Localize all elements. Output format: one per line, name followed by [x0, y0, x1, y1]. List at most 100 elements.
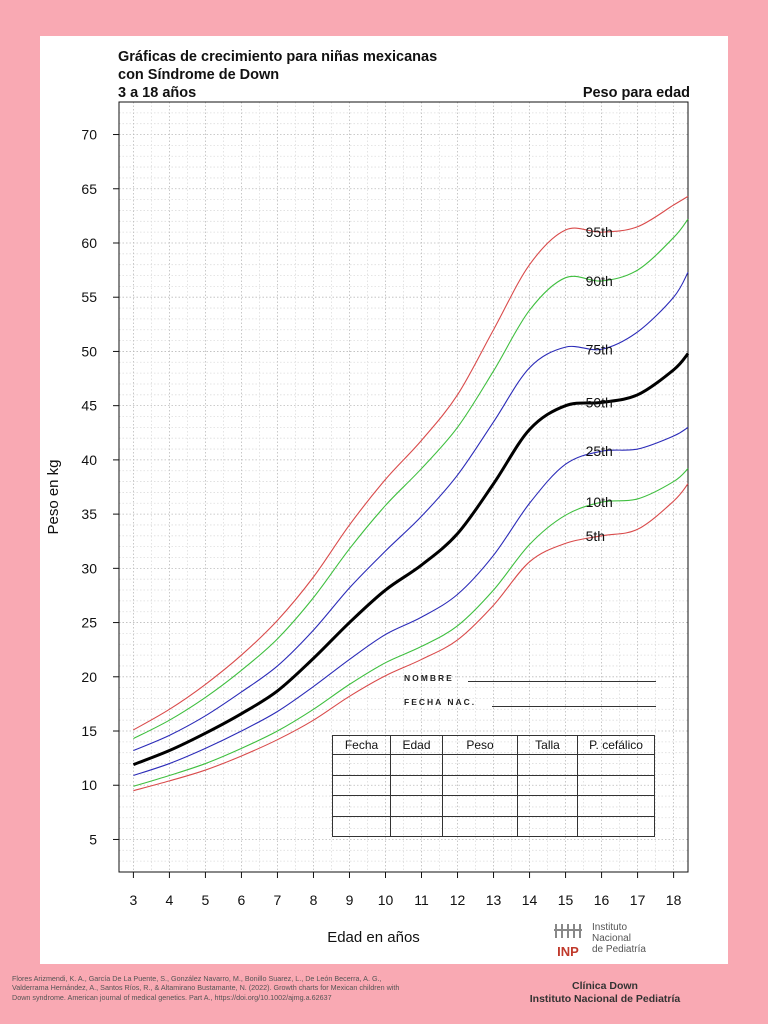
col-header-edad: Edad — [390, 735, 443, 755]
series-line-90th — [133, 218, 689, 740]
table-cell[interactable] — [390, 774, 443, 796]
series-label-90th: 90th — [586, 273, 613, 289]
series-label-10th: 10th — [586, 494, 613, 510]
series-line-25th — [133, 426, 689, 777]
inp-logo: INP Instituto Nacional de Pediatría — [550, 920, 700, 960]
citation-text: Flores Arizmendi, K. A., García De La Pu… — [12, 974, 400, 1002]
dob-label: FECHA NAC. — [404, 697, 477, 707]
series-label-50th: 50th — [586, 394, 613, 410]
table-cell[interactable] — [390, 795, 443, 817]
table-cell[interactable] — [577, 795, 655, 817]
table-cell[interactable] — [332, 795, 391, 817]
x-tick-label: 4 — [166, 892, 174, 908]
y-tick-label: 65 — [81, 181, 97, 197]
x-axis: 3 4 5 6 7 8 9 10 11 12 13 14 15 16 17 18 — [130, 872, 682, 908]
x-tick-label: 10 — [378, 892, 394, 908]
x-tick-label: 3 — [130, 892, 138, 908]
series-line-5th — [133, 483, 689, 792]
x-tick-label: 5 — [202, 892, 210, 908]
y-tick-label: 60 — [81, 235, 97, 251]
table-cell[interactable] — [332, 815, 391, 837]
clinic-name: Clínica Down — [572, 980, 638, 992]
y-tick-label: 55 — [81, 289, 97, 305]
y-tick-label: 35 — [81, 506, 97, 522]
name-field-line[interactable] — [468, 681, 656, 682]
table-row — [332, 754, 655, 776]
x-tick-label: 13 — [486, 892, 502, 908]
clinic-credit: Clínica Down Instituto Nacional de Pedia… — [480, 980, 730, 1006]
table-cell[interactable] — [390, 754, 443, 776]
x-tick-label: 14 — [522, 892, 538, 908]
y-tick-label: 20 — [81, 669, 97, 685]
institute-name: Instituto Nacional de Pediatría — [529, 993, 681, 1005]
x-tick-label: 8 — [310, 892, 318, 908]
percentile-labels: 95th 90th 75th 50th 25th 10th 5th — [586, 224, 613, 544]
series-label-5th: 5th — [586, 528, 605, 544]
x-tick-label: 17 — [630, 892, 646, 908]
x-tick-label: 12 — [450, 892, 466, 908]
y-tick-label: 70 — [81, 127, 97, 143]
y-axis: 5 10 15 20 25 30 35 40 45 50 55 60 65 70 — [81, 127, 119, 847]
y-axis-title: Peso en kg — [45, 459, 62, 534]
x-tick-label: 11 — [414, 892, 429, 908]
chart-title-line2: con Síndrome de Down — [118, 67, 280, 83]
chart-age-range: 3 a 18 años — [118, 85, 197, 101]
chart-title: Gráficas de crecimiento para niñas mexic… — [118, 49, 438, 65]
percentile-curves — [132, 195, 690, 792]
table-cell[interactable] — [577, 754, 655, 776]
series-line-50th — [132, 352, 690, 767]
x-tick-label: 16 — [594, 892, 610, 908]
series-line-75th — [133, 271, 689, 752]
table-cell[interactable] — [517, 815, 578, 837]
table-cell[interactable] — [332, 774, 391, 796]
name-label: NOMBRE — [404, 673, 454, 683]
table-cell[interactable] — [577, 815, 655, 837]
plot-frame — [118, 101, 689, 873]
col-header-peso: Peso — [442, 735, 518, 755]
x-tick-label: 7 — [274, 892, 282, 908]
table-cell[interactable] — [442, 774, 518, 796]
inp-abbr: INP — [557, 944, 579, 959]
table-row — [332, 774, 655, 796]
y-tick-label: 50 — [81, 343, 97, 359]
y-tick-label: 15 — [81, 723, 97, 739]
series-label-25th: 25th — [586, 443, 613, 459]
x-tick-label: 15 — [558, 892, 574, 908]
inp-emblem-icon: INP — [554, 924, 582, 959]
table-cell[interactable] — [517, 795, 578, 817]
table-cell[interactable] — [332, 754, 391, 776]
table-cell[interactable] — [442, 754, 518, 776]
table-cell[interactable] — [390, 815, 443, 837]
table-cell[interactable] — [577, 774, 655, 796]
table-row — [332, 795, 655, 817]
table-cell[interactable] — [442, 815, 518, 837]
col-header-talla: Talla — [517, 735, 578, 755]
x-tick-label: 6 — [238, 892, 246, 908]
logo-line1: Instituto — [592, 922, 628, 933]
table-row — [332, 815, 655, 837]
table-cell[interactable] — [442, 795, 518, 817]
x-axis-title: Edad en años — [327, 929, 420, 946]
logo-line3: de Pediatría — [592, 944, 646, 955]
chart-page: Gráficas de crecimiento para niñas mexic… — [40, 36, 728, 964]
chart-subtitle: Peso para edad — [582, 85, 690, 101]
y-tick-label: 45 — [81, 398, 97, 414]
col-header-perimetro-cefalico: P. cefálico — [577, 735, 655, 755]
x-tick-label: 9 — [346, 892, 354, 908]
y-tick-label: 10 — [81, 777, 97, 793]
col-header-fecha: Fecha — [332, 735, 391, 755]
y-tick-label: 5 — [89, 831, 97, 847]
series-line-10th — [133, 468, 689, 787]
series-line-95th — [133, 195, 689, 731]
y-tick-label: 30 — [81, 560, 97, 576]
dob-field-line[interactable] — [492, 706, 656, 707]
logo-line2: Nacional — [592, 933, 631, 944]
table-header-row: Fecha Edad Peso Talla P. cefálico — [332, 735, 655, 755]
y-tick-label: 40 — [81, 452, 97, 468]
measurement-table: Fecha Edad Peso Talla P. cefálico — [332, 735, 655, 837]
x-tick-label: 18 — [666, 892, 682, 908]
table-cell[interactable] — [517, 774, 578, 796]
series-label-95th: 95th — [586, 224, 613, 240]
table-cell[interactable] — [517, 754, 578, 776]
series-label-75th: 75th — [586, 341, 613, 357]
